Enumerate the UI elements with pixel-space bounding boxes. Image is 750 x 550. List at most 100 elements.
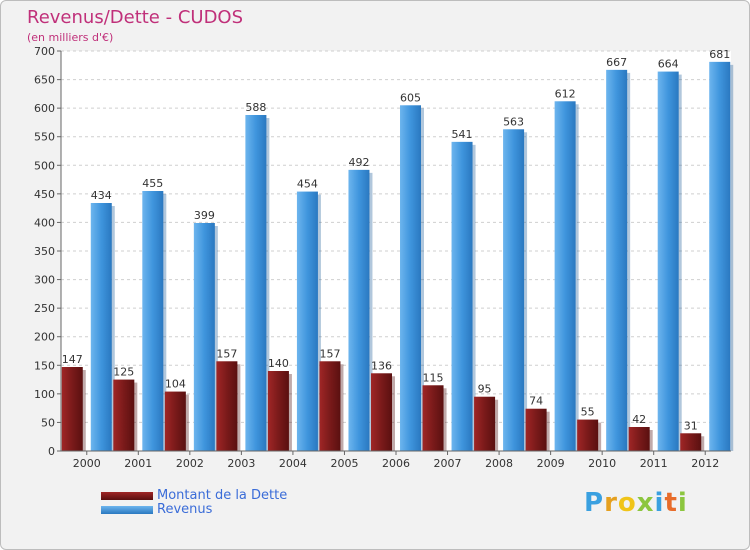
x-tick-label: 2001: [124, 457, 152, 470]
logo-letter: x: [636, 488, 655, 518]
proxiti-logo: Proxiti: [584, 488, 688, 518]
x-tick-label: 2007: [434, 457, 462, 470]
bar-revenue: [142, 191, 164, 451]
x-tick-label: 2010: [588, 457, 616, 470]
bar-revenue: [657, 71, 679, 452]
bar-revenue: [554, 101, 576, 452]
chart-subtitle: (en milliers d'€): [27, 31, 114, 44]
data-label-debt: 125: [113, 366, 134, 379]
logo-letter: o: [617, 488, 637, 518]
data-label-debt: 140: [268, 357, 289, 370]
x-tick-label: 2000: [73, 457, 101, 470]
bar-revenue: [348, 169, 370, 451]
y-tick-label: 450: [34, 188, 55, 201]
data-label-revenue: 667: [606, 56, 627, 69]
bars: [61, 61, 734, 452]
logo-letter: P: [584, 488, 605, 518]
y-tick-label: 500: [34, 159, 55, 172]
x-tick-label: 2009: [537, 457, 565, 470]
y-tick-label: 50: [41, 416, 55, 429]
bar-debt: [628, 427, 650, 451]
data-label-debt: 95: [478, 383, 492, 396]
data-label-debt: 157: [319, 347, 340, 360]
data-label-debt: 157: [216, 347, 237, 360]
legend-item-revenue: Revenus: [101, 502, 212, 517]
y-tick-label: 700: [34, 45, 55, 58]
x-tick-label: 2003: [227, 457, 255, 470]
x-tick-label: 2008: [485, 457, 513, 470]
bar-debt: [113, 379, 135, 451]
bar-debt: [371, 373, 392, 451]
y-tick-label: 550: [34, 131, 55, 144]
data-label-debt: 115: [423, 371, 444, 384]
bar-revenue: [193, 223, 215, 451]
data-label-revenue: 454: [297, 178, 318, 191]
x-axis: 2000 2001 2002 2003 2004 2005 2006 2007 2008 2009…: [61, 450, 731, 470]
legend-item-debt: Montant de la Dette: [101, 488, 287, 503]
legend-swatch-debt: [101, 491, 153, 500]
y-tick-label: 0: [48, 445, 55, 458]
data-label-revenue: 605: [400, 91, 421, 104]
data-label-debt: 136: [371, 359, 392, 372]
logo-letter: r: [604, 488, 618, 518]
bar-revenue: [709, 61, 731, 451]
bar-debt: [422, 385, 444, 451]
bar-debt: [267, 371, 289, 451]
bar-debt: [680, 433, 702, 451]
y-tick-label: 350: [34, 245, 55, 258]
y-tick-label: 200: [34, 331, 55, 344]
y-tick-label: 150: [34, 359, 55, 372]
data-label-revenue: 563: [503, 115, 524, 128]
bar-revenue: [296, 191, 318, 452]
data-label-debt: 147: [62, 353, 83, 366]
y-tick-label: 600: [34, 102, 55, 115]
y-tick-label: 250: [34, 302, 55, 315]
data-label-revenue: 588: [245, 101, 266, 114]
y-tick-label: 100: [34, 388, 55, 401]
y-tick-label: 400: [34, 216, 55, 229]
logo-letter: i: [654, 488, 665, 518]
bar-revenue: [90, 203, 112, 451]
data-label-debt: 55: [581, 406, 595, 419]
legend-swatch-revenue: [101, 505, 153, 514]
bar-debt: [319, 361, 341, 451]
data-labels: 147 434 125 455 104 399 157 588 140 454 157 492 136 6…: [62, 48, 730, 432]
bar-debt: [61, 367, 83, 451]
y-tick-label: 300: [34, 274, 55, 287]
data-label-debt: 42: [632, 413, 646, 426]
data-label-revenue: 399: [194, 209, 215, 222]
data-label-debt: 31: [684, 419, 698, 432]
y-tick-label: 650: [34, 74, 55, 87]
y-axis: 0 50 100 150 200 250 300 350 400 450 500 550 600 650 7…: [34, 45, 62, 458]
bar-revenue: [245, 115, 267, 451]
x-tick-label: 2002: [176, 457, 204, 470]
legend-label-revenue: Revenus: [157, 502, 213, 517]
bar-revenue: [451, 141, 473, 451]
data-label-revenue: 541: [452, 128, 473, 141]
logo-letter: t: [664, 488, 678, 518]
bar-debt: [216, 361, 238, 451]
data-label-revenue: 455: [142, 177, 163, 190]
x-tick-label: 2005: [330, 457, 358, 470]
x-tick-label: 2006: [382, 457, 410, 470]
legend-label-debt: Montant de la Dette: [157, 488, 288, 503]
bar-revenue: [503, 129, 525, 452]
bar-revenue: [606, 69, 628, 451]
data-label-revenue: 664: [658, 58, 679, 71]
data-label-revenue: 434: [91, 189, 112, 202]
bar-debt: [474, 396, 496, 451]
data-label-debt: 104: [165, 378, 186, 391]
bar-revenue: [400, 105, 421, 452]
bar-debt: [577, 419, 599, 451]
bar-debt: [525, 408, 547, 451]
x-tick-label: 2011: [640, 457, 668, 470]
data-label-debt: 74: [529, 395, 543, 408]
logo-letter: i: [677, 488, 688, 518]
chart-title: Revenus/Dette - CUDOS: [27, 7, 244, 28]
data-label-revenue: 612: [555, 87, 576, 100]
x-tick-label: 2012: [691, 457, 719, 470]
data-label-revenue: 681: [709, 48, 730, 61]
data-label-revenue: 492: [348, 156, 369, 169]
